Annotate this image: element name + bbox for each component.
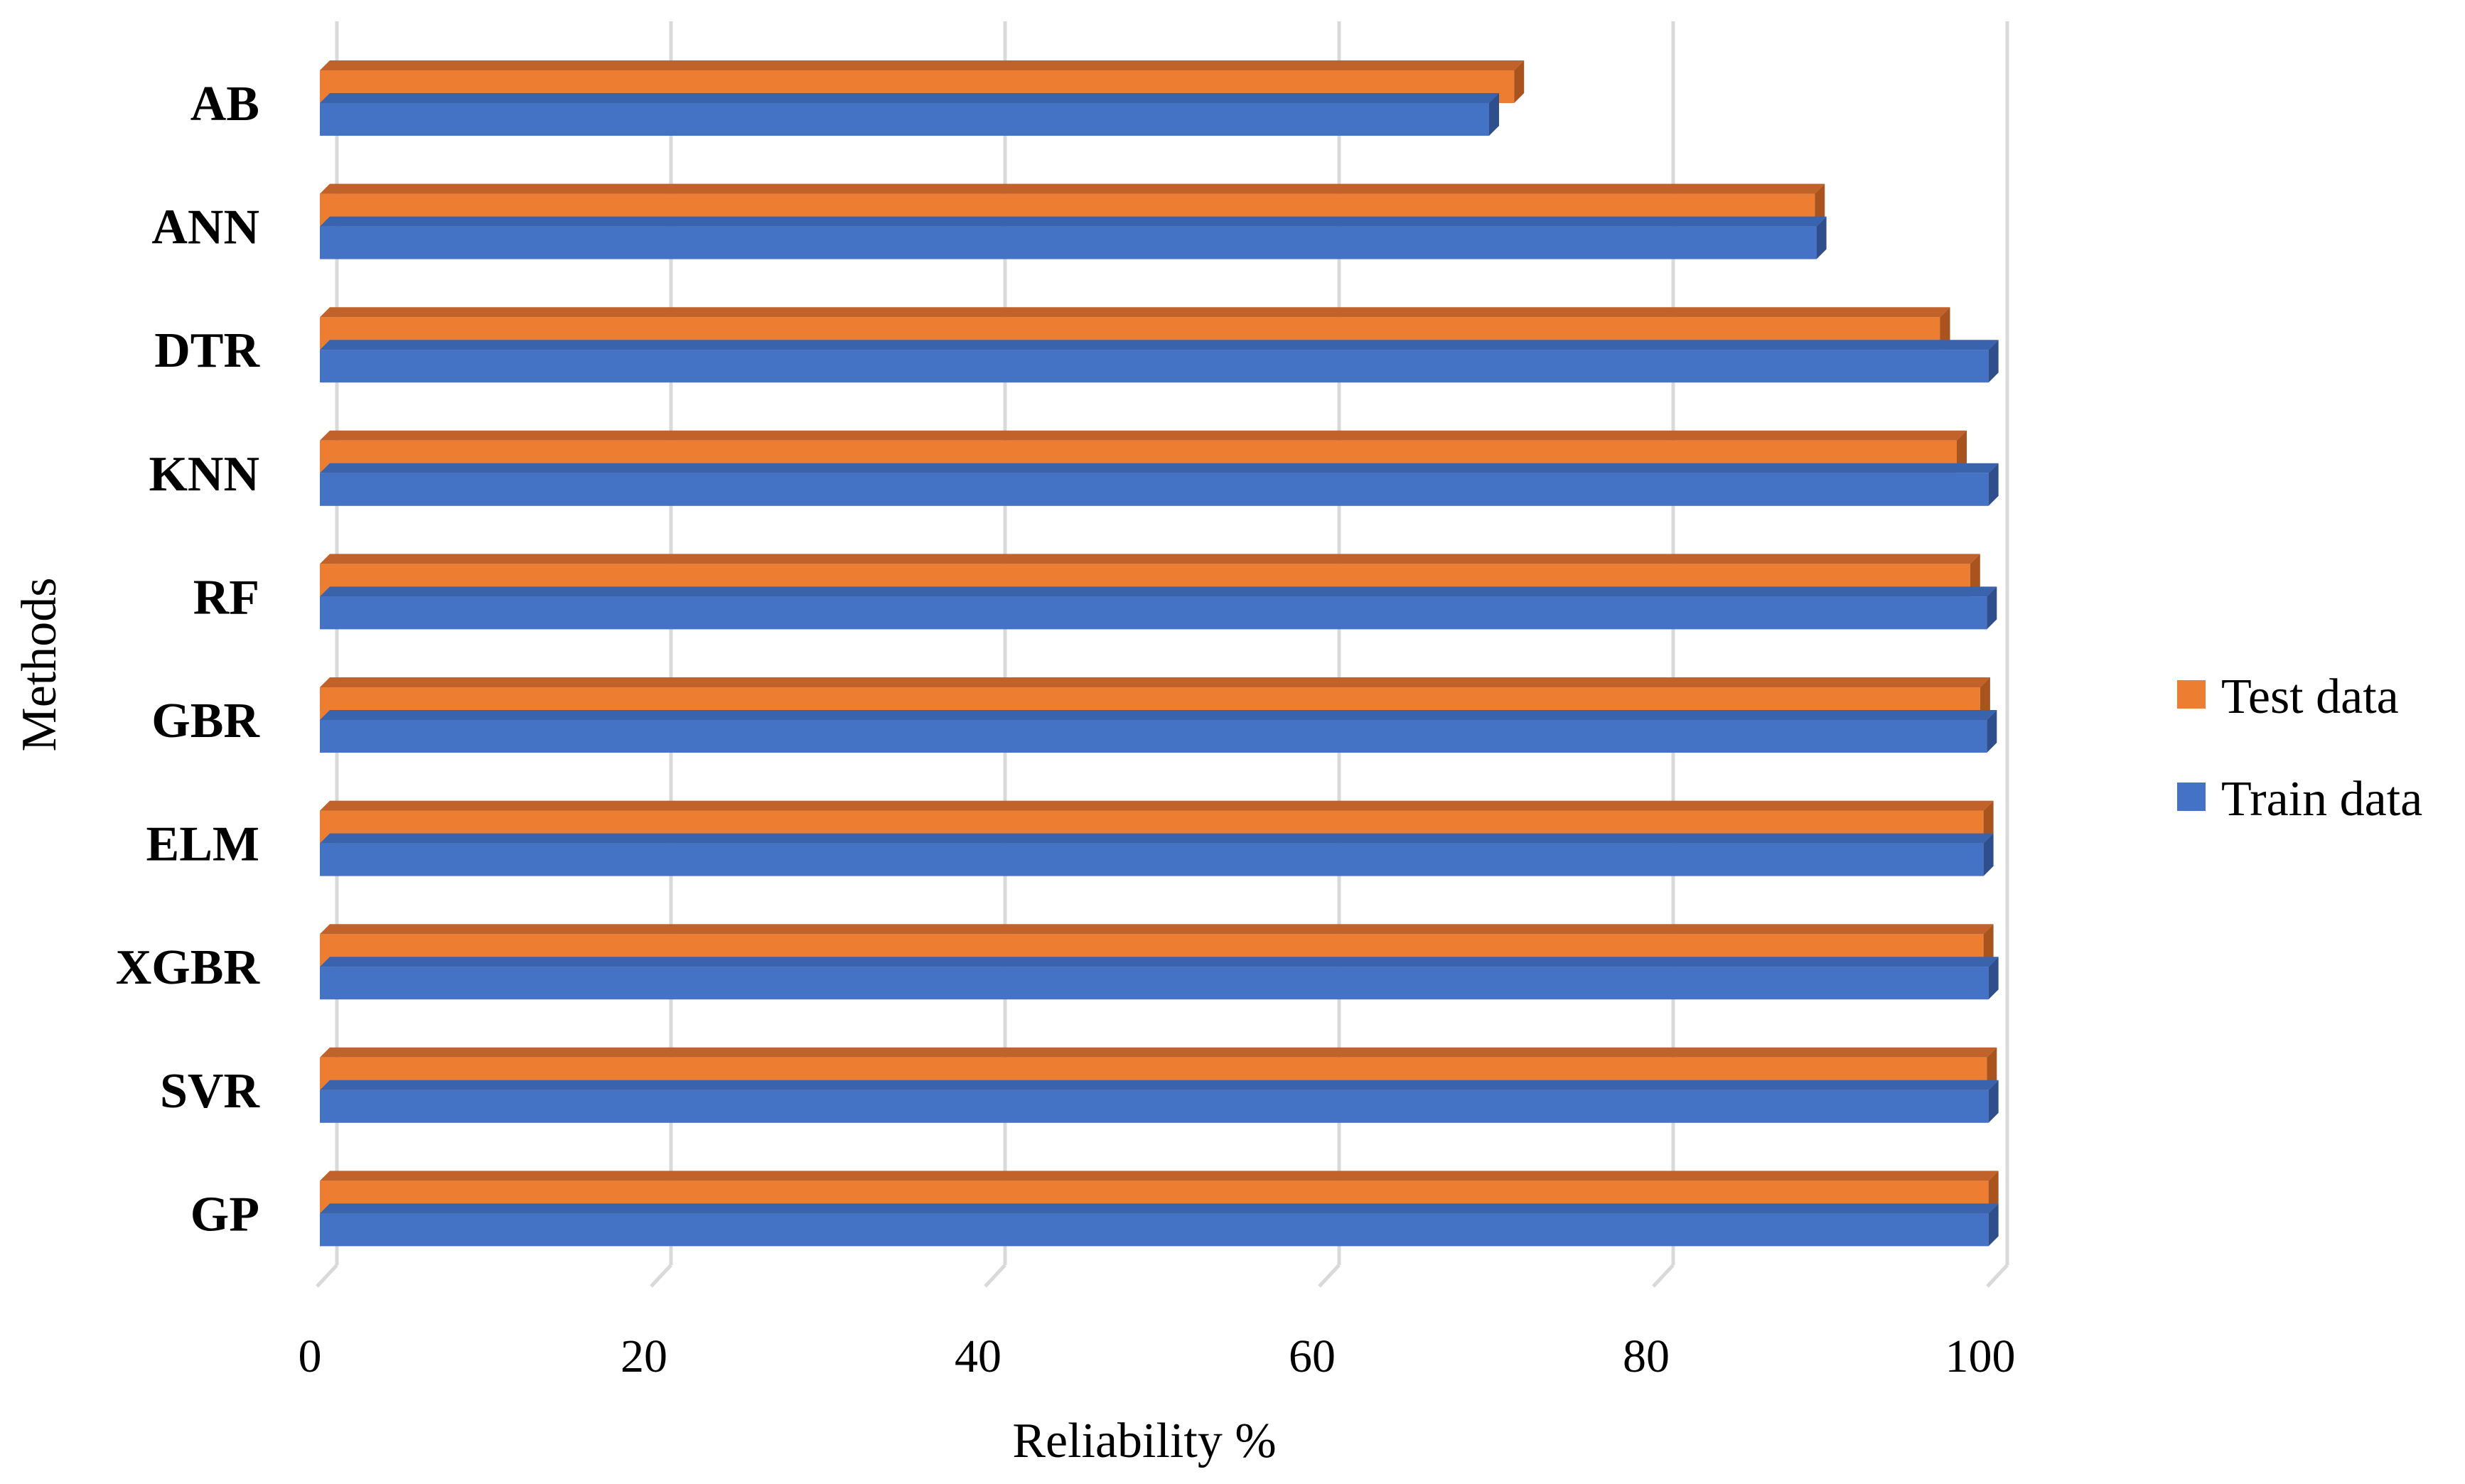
bar-side <box>1988 957 1999 1000</box>
x-tick-label: 100 <box>1945 1330 2016 1382</box>
category-label: AB <box>190 77 259 131</box>
bar-train-svr[interactable] <box>320 1080 1999 1123</box>
bar-side <box>1988 1171 1999 1214</box>
bar-face <box>320 843 1984 876</box>
bar-side <box>1987 1047 1997 1090</box>
legend-label-test: Test data <box>2221 670 2399 724</box>
bar-top <box>320 60 1525 70</box>
bar-train-gp[interactable] <box>320 1203 1999 1247</box>
bar-top <box>320 1047 1997 1058</box>
bar-top <box>320 307 1950 318</box>
bar-top <box>320 833 1994 844</box>
bar-top <box>320 93 1499 103</box>
x-tick-label: 40 <box>955 1330 1001 1382</box>
gridline-foot <box>1652 1264 1675 1288</box>
bar-top <box>320 430 1967 441</box>
bar-top <box>320 586 1997 597</box>
bar-face <box>320 1090 1989 1123</box>
bar-side <box>1970 554 1980 597</box>
legend-swatch-train <box>2177 783 2206 811</box>
category-label: DTR <box>154 323 260 378</box>
bar-side <box>1987 710 1997 753</box>
bar-side <box>1940 307 1950 350</box>
bar-side <box>1988 1203 1999 1247</box>
legend-label-train: Train data <box>2221 772 2422 827</box>
bar-side <box>1983 833 1994 876</box>
bar-side <box>1980 677 1990 720</box>
bar-top <box>320 554 1980 564</box>
bar-side <box>1489 93 1499 136</box>
y-axis-title: Methods <box>12 578 67 752</box>
category-label: RF <box>193 570 259 625</box>
bar-train-knn[interactable] <box>320 463 1999 506</box>
bar-train-rf[interactable] <box>320 586 1997 630</box>
bar-top <box>320 463 1999 473</box>
gridline-foot <box>1986 1264 2009 1288</box>
x-tick-label: 0 <box>299 1330 322 1382</box>
category-label: XGBR <box>116 940 261 995</box>
bar-top <box>320 957 1999 967</box>
bar-top <box>320 677 1990 687</box>
category-label: SVR <box>160 1064 260 1119</box>
bar-side <box>1988 340 1999 383</box>
bar-top <box>320 216 1827 227</box>
category-labels: AB ANN DTR KNN RF GBR ELM XGBR SVR GP <box>116 77 261 1242</box>
category-label: KNN <box>149 447 259 502</box>
bar-face <box>320 473 1989 506</box>
category-label: ELM <box>146 817 259 872</box>
x-tick-label: 20 <box>621 1330 667 1382</box>
bar-face <box>320 350 1989 383</box>
legend-swatch-test <box>2177 680 2206 709</box>
category-label: GBR <box>151 694 260 748</box>
x-tick-label: 60 <box>1289 1330 1336 1382</box>
bar-train-xgbr[interactable] <box>320 957 1999 1000</box>
bars <box>320 60 1999 1247</box>
gridline-foot <box>984 1264 1006 1288</box>
legend: Test data Train data <box>2177 670 2422 827</box>
bar-face <box>320 103 1489 136</box>
x-tick-label: 80 <box>1623 1330 1670 1382</box>
bar-face <box>320 1213 1989 1247</box>
bar-top <box>320 340 1999 350</box>
bar-side <box>1514 60 1525 103</box>
bar-top <box>320 924 1994 935</box>
bar-side <box>1988 1080 1999 1123</box>
category-label: ANN <box>151 200 259 255</box>
bar-face <box>320 720 1987 753</box>
bar-side <box>1957 430 1967 473</box>
bar-top <box>320 800 1994 811</box>
bar-side <box>1988 463 1999 506</box>
bar-side <box>1816 216 1827 259</box>
category-label: GP <box>190 1187 259 1242</box>
bar-top <box>320 183 1825 194</box>
gridline-foot <box>1318 1264 1341 1288</box>
bar-top <box>320 1171 1999 1181</box>
bar-train-ab[interactable] <box>320 93 1499 136</box>
bar-face <box>320 226 1817 259</box>
bar-top <box>320 1203 1999 1214</box>
legend-item-test[interactable]: Test data <box>2177 670 2399 724</box>
bar-face <box>320 596 1987 630</box>
legend-item-train[interactable]: Train data <box>2177 772 2422 827</box>
bar-top <box>320 1080 1999 1090</box>
gridline-foot <box>316 1264 338 1288</box>
bar-train-elm[interactable] <box>320 833 1994 876</box>
gridline-foot <box>650 1264 672 1288</box>
bar-train-dtr[interactable] <box>320 340 1999 383</box>
bar-train-ann[interactable] <box>320 216 1827 259</box>
bar-face <box>320 967 1989 1000</box>
bar-top <box>320 710 1997 720</box>
bar-side <box>1815 183 1825 227</box>
x-axis-title: Reliability % <box>1012 1414 1276 1468</box>
x-tick-labels: 0 20 40 60 80 100 <box>299 1330 2016 1382</box>
bar-train-gbr[interactable] <box>320 710 1997 753</box>
bar-side <box>1983 924 1994 967</box>
bar-side <box>1983 800 1994 844</box>
bar-side <box>1987 586 1997 630</box>
